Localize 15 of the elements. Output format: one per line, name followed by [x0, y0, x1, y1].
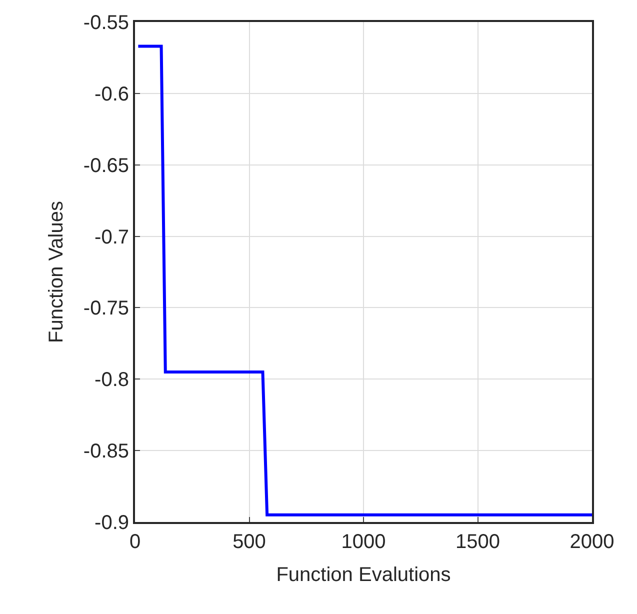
- x-tick-label: 0: [129, 531, 141, 553]
- y-tick-label: -0.55: [83, 12, 129, 34]
- x-tick-label: 1000: [341, 531, 386, 553]
- y-tick-label: -0.6: [94, 83, 129, 106]
- x-axis-title: Function Evalutions: [276, 564, 451, 586]
- y-axis-title: Function Values: [45, 201, 68, 343]
- y-tick-label: -0.65: [83, 154, 129, 177]
- x-tick-label: 500: [232, 531, 266, 553]
- x-tick-label: 2000: [570, 531, 614, 553]
- y-tick-label: -0.9: [94, 512, 129, 534]
- y-tick-label: -0.7: [94, 226, 129, 248]
- y-tick-label: -0.75: [83, 298, 129, 320]
- y-tick-label: -0.8: [94, 369, 129, 392]
- y-tick-label: -0.85: [83, 440, 129, 463]
- x-tick-label: 1500: [456, 531, 500, 553]
